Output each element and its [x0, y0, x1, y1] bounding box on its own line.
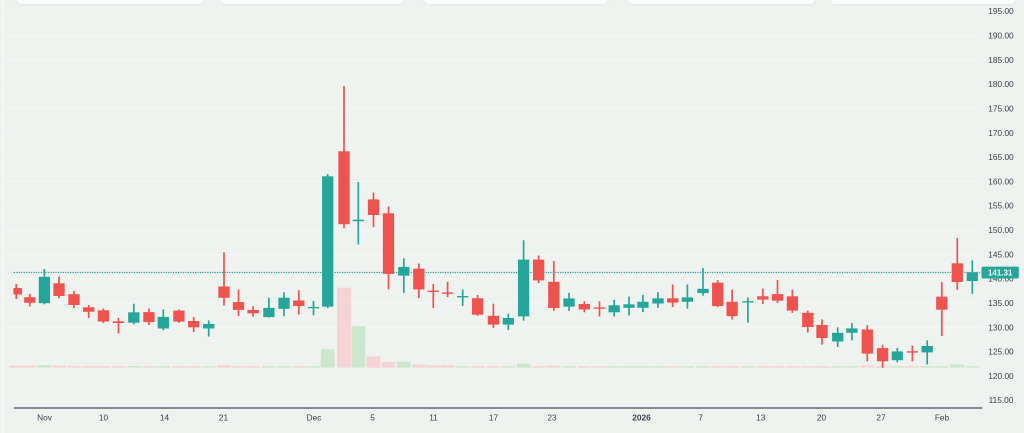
svg-text:125.00: 125.00	[988, 347, 1014, 357]
svg-text:130.00: 130.00	[988, 322, 1014, 332]
svg-text:185.00: 185.00	[988, 55, 1014, 65]
svg-text:190.00: 190.00	[988, 31, 1014, 41]
svg-text:2026: 2026	[632, 413, 651, 423]
svg-text:140.00: 140.00	[988, 274, 1014, 284]
svg-text:5: 5	[370, 413, 375, 423]
svg-text:14: 14	[160, 413, 170, 423]
svg-text:13: 13	[756, 413, 766, 423]
svg-text:10: 10	[99, 413, 109, 423]
svg-text:115.00: 115.00	[989, 395, 1014, 405]
svg-text:165.00: 165.00	[988, 152, 1014, 162]
svg-text:135.00: 135.00	[988, 298, 1014, 308]
svg-text:21: 21	[219, 413, 229, 423]
svg-text:180.00: 180.00	[988, 79, 1014, 89]
svg-text:7: 7	[698, 413, 703, 423]
svg-text:155.00: 155.00	[988, 201, 1014, 211]
svg-text:175.00: 175.00	[988, 104, 1014, 114]
svg-text:150.00: 150.00	[988, 225, 1014, 235]
svg-text:141.31: 141.31	[988, 269, 1013, 278]
svg-text:145.00: 145.00	[988, 249, 1014, 259]
svg-text:11: 11	[429, 413, 438, 423]
svg-text:20: 20	[817, 413, 827, 423]
svg-text:170.00: 170.00	[988, 128, 1014, 138]
svg-text:17: 17	[489, 413, 499, 423]
svg-text:23: 23	[547, 413, 557, 423]
svg-text:Dec: Dec	[307, 413, 322, 423]
svg-text:Nov: Nov	[37, 413, 53, 423]
svg-text:160.00: 160.00	[988, 176, 1014, 186]
svg-text:195.00: 195.00	[988, 6, 1014, 16]
svg-text:120.00: 120.00	[988, 371, 1014, 381]
svg-text:27: 27	[876, 413, 886, 423]
svg-text:Feb: Feb	[935, 413, 950, 423]
